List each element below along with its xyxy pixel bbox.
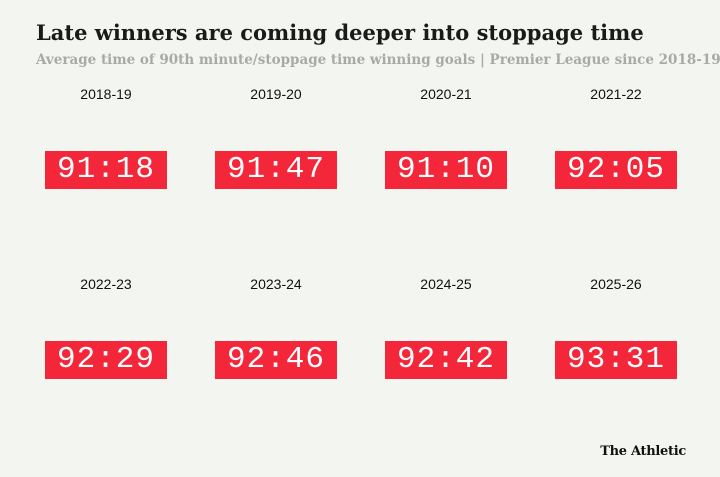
season-label: 2022-23 [80, 276, 132, 292]
time-display: 92:42 [385, 341, 507, 379]
credit: The Athletic [600, 444, 686, 459]
season-label: 2025-26 [590, 276, 642, 292]
season-label: 2024-25 [420, 276, 472, 292]
time-display: 91:10 [385, 151, 507, 189]
season-label: 2019-20 [250, 86, 302, 102]
title: Late winners are coming deeper into stop… [36, 20, 644, 45]
time-display: 92:46 [215, 341, 337, 379]
season-label: 2020-21 [420, 86, 472, 102]
season-label: 2021-22 [590, 86, 642, 102]
time-display: 91:47 [215, 151, 337, 189]
time-display: 93:31 [555, 341, 677, 379]
season-label: 2018-19 [80, 86, 132, 102]
season-label: 2023-24 [250, 276, 302, 292]
time-display: 91:18 [45, 151, 167, 189]
time-display: 92:29 [45, 341, 167, 379]
subtitle: Average time of 90th minute/stoppage tim… [36, 52, 720, 68]
time-display: 92:05 [555, 151, 677, 189]
